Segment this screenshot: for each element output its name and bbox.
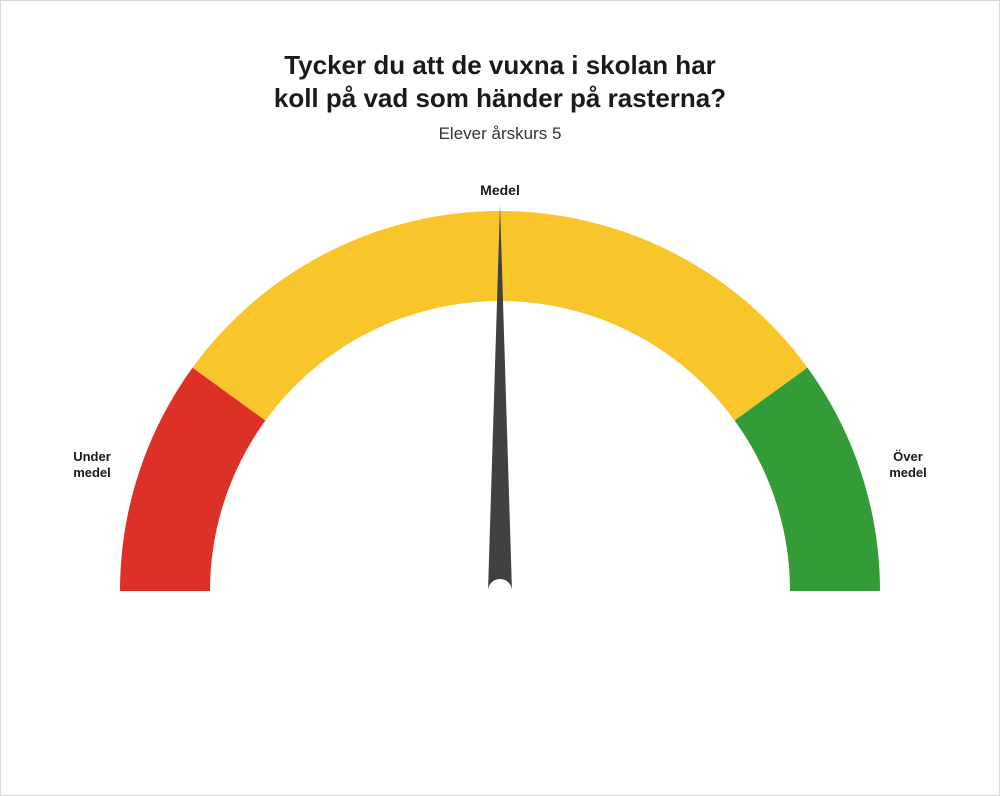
- label-under-line2: medel: [73, 465, 111, 480]
- label-under-line1: Under: [73, 449, 111, 464]
- subtitle: Elever årskurs 5: [1, 124, 999, 144]
- chart-frame: Tycker du att de vuxna i skolan har koll…: [0, 0, 1000, 796]
- label-medel: Medel: [480, 182, 520, 198]
- label-over-line1: Över: [893, 449, 923, 464]
- label-over-line2: medel: [889, 465, 927, 480]
- title-line-1: Tycker du att de vuxna i skolan har: [1, 49, 999, 82]
- title-block: Tycker du att de vuxna i skolan har koll…: [1, 49, 999, 144]
- gauge-svg: Under medel Medel Över medel: [50, 171, 950, 731]
- title-line-2: koll på vad som händer på rasterna?: [1, 82, 999, 115]
- gauge-chart: Under medel Medel Över medel: [1, 171, 999, 731]
